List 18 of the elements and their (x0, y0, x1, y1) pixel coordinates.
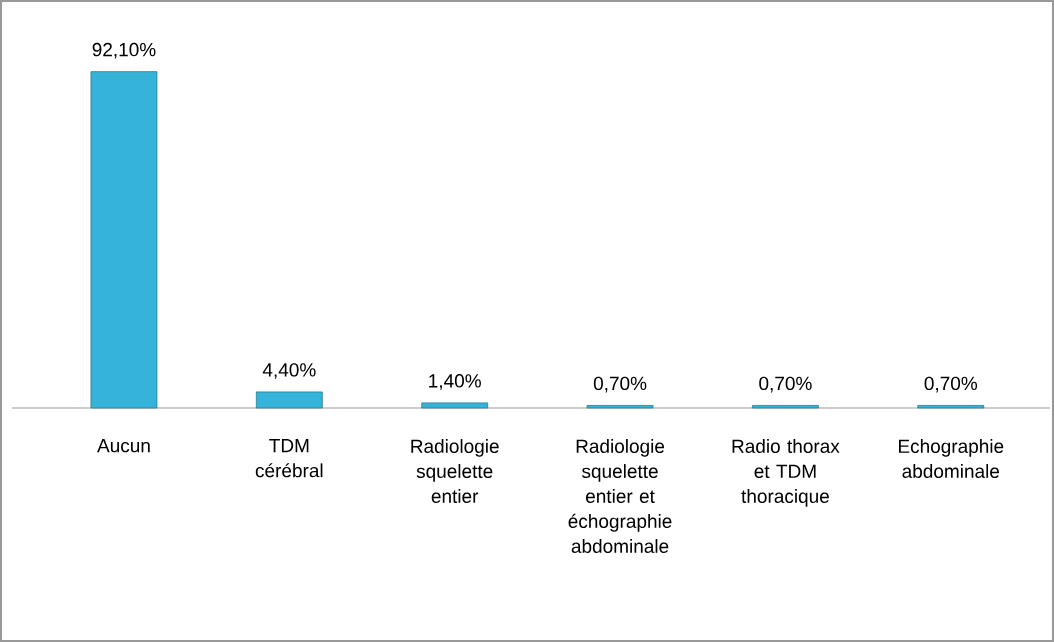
x-tick-label: Aucun (97, 439, 150, 453)
x-tick-label: Radiologie squelette entier et échographie abdominale (568, 439, 672, 554)
x-tick-label: Radio thorax et TDM thoracique (732, 439, 840, 507)
data-label: 0,70% (924, 376, 978, 393)
data-label: 0,70% (593, 376, 647, 393)
x-tick-label: TDM cérébral (255, 439, 323, 478)
x-tick-label: Radiologie squelette entier (411, 439, 499, 504)
bar (917, 405, 985, 409)
bar (586, 405, 654, 409)
data-label: 92,10% (92, 42, 156, 59)
data-label: 4,40% (262, 363, 316, 379)
data-label: 0,70% (759, 376, 812, 393)
bar (255, 391, 323, 409)
bar (421, 402, 489, 409)
x-tick-label: Echographie abdominale (899, 439, 1004, 479)
bar (90, 71, 158, 409)
bar (752, 405, 819, 409)
data-label: 1,40% (429, 374, 481, 390)
